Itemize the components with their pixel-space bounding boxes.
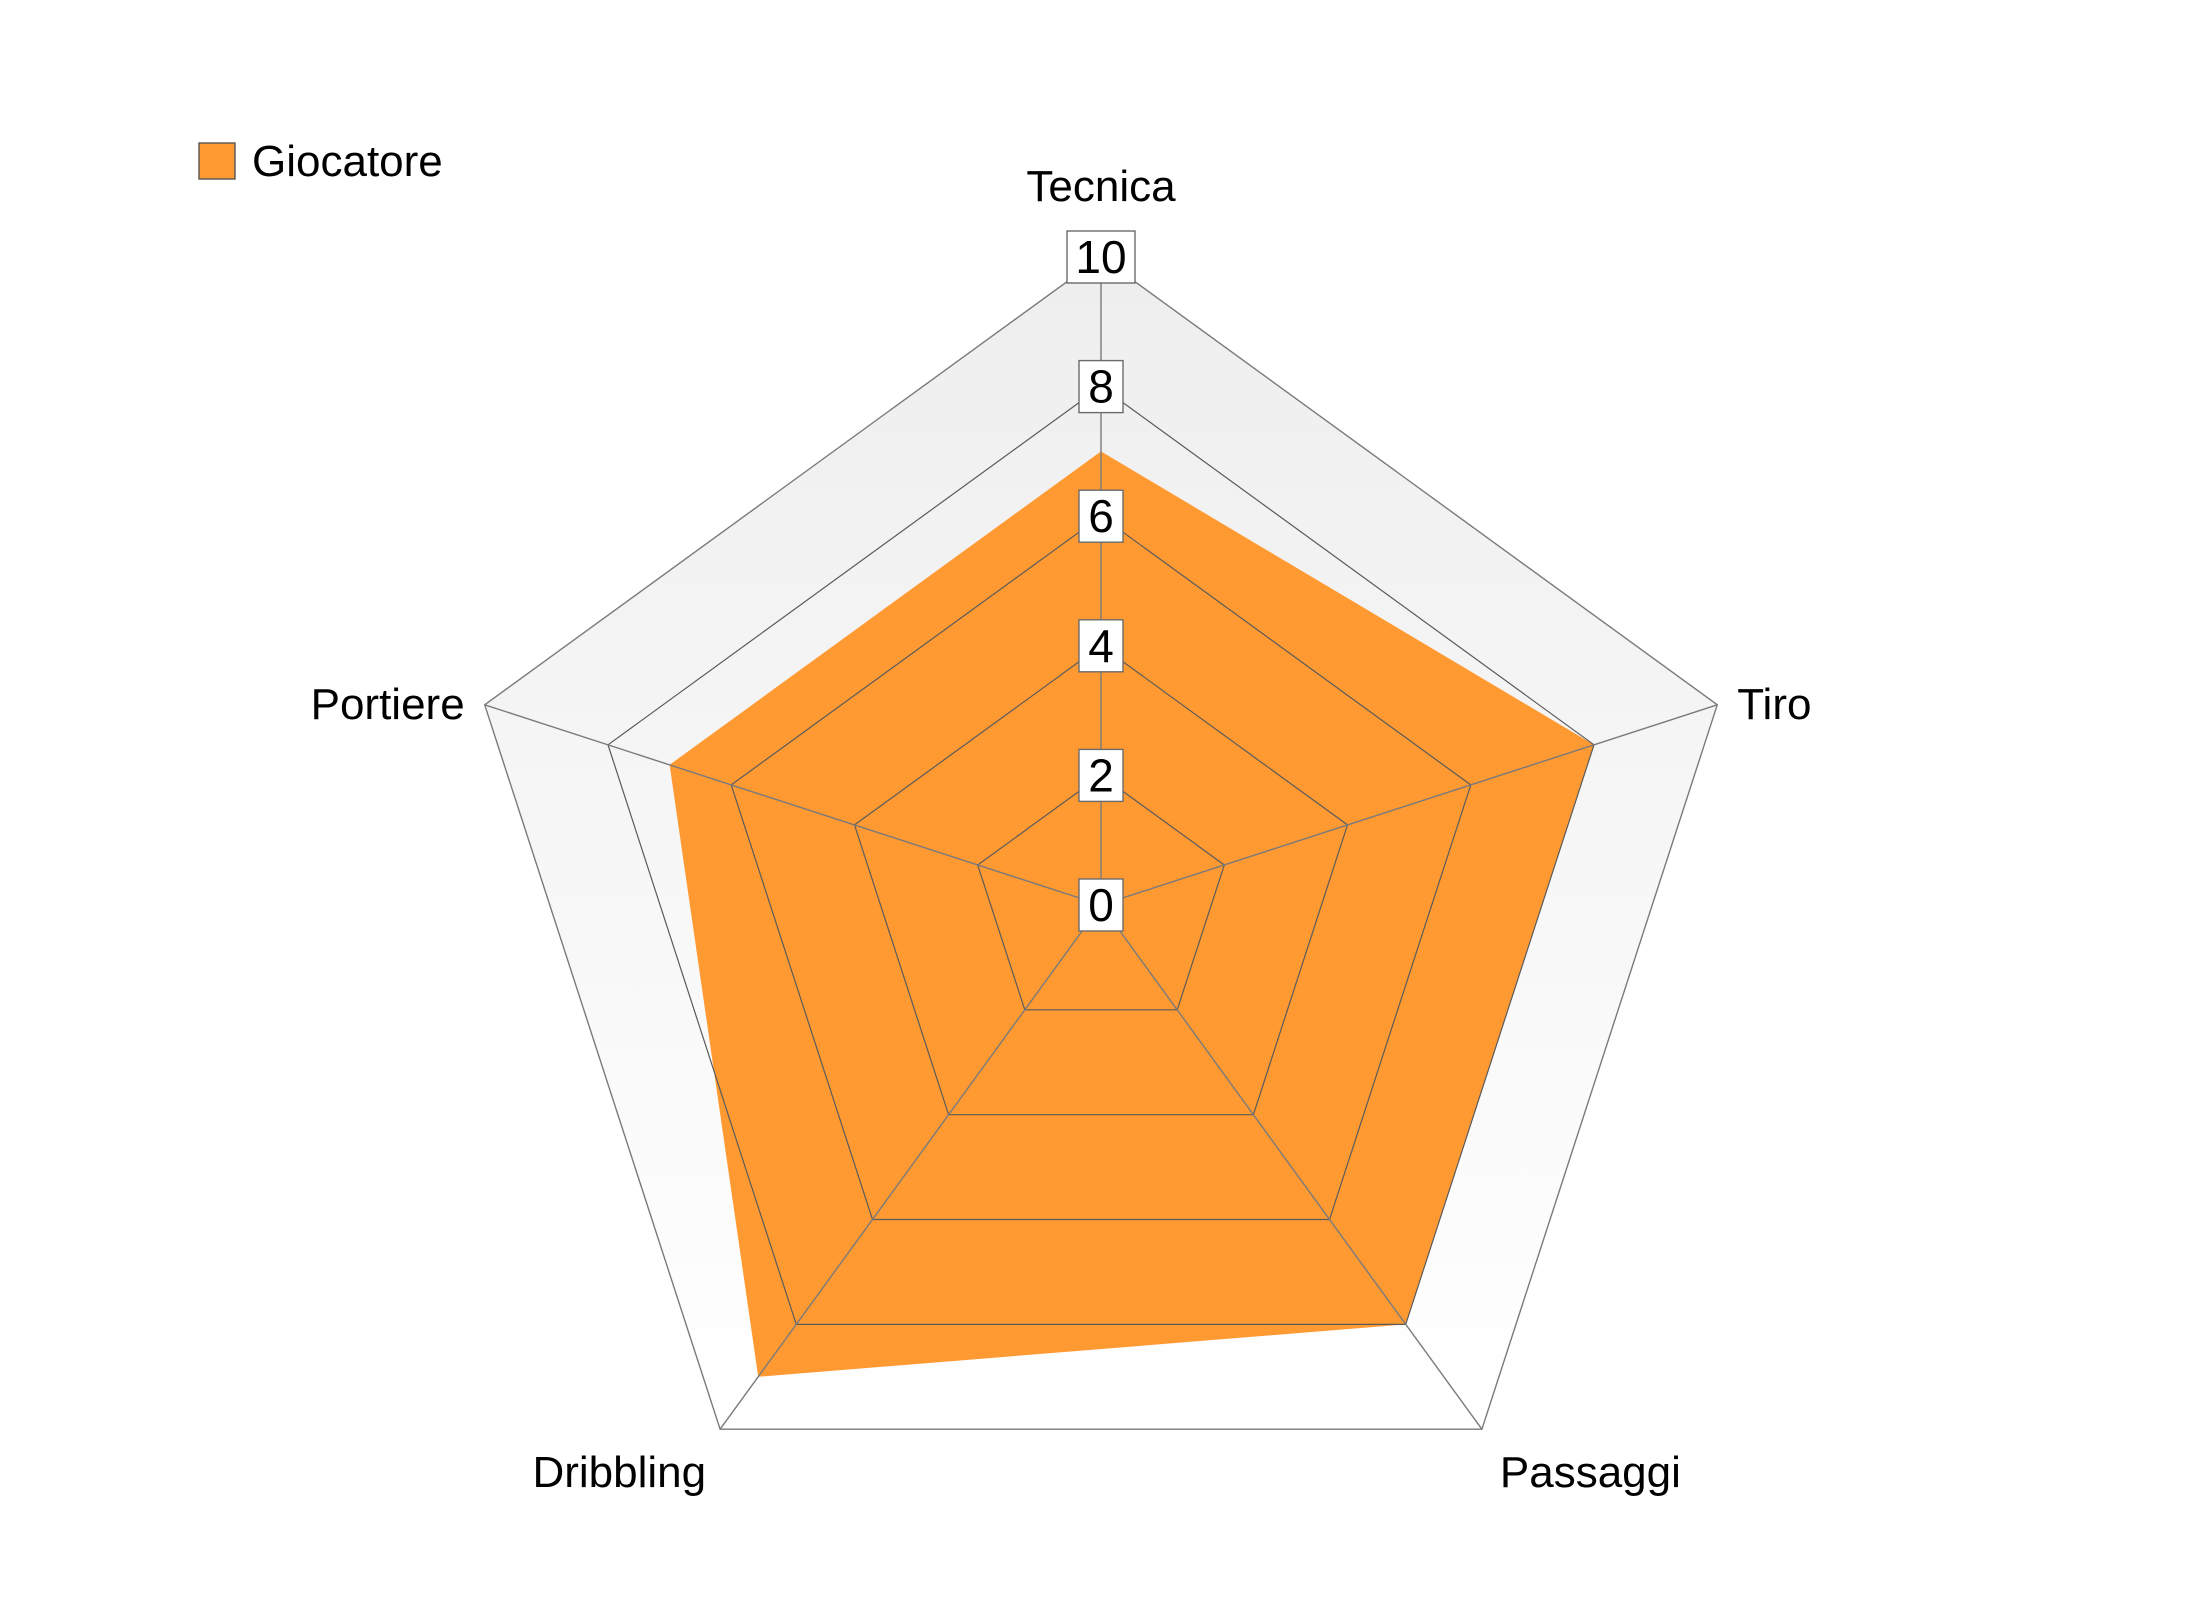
- legend: Giocatore: [198, 137, 443, 186]
- axis-label-tecnica: Tecnica: [1026, 162, 1176, 211]
- tick-2: 2: [1078, 748, 1124, 803]
- tick-label-2: 2: [1088, 749, 1114, 801]
- tick-box-4: [1078, 619, 1124, 673]
- tick-4: 4: [1078, 619, 1124, 673]
- legend-label-giocatore: Giocatore: [252, 137, 443, 186]
- tick-label-4: 4: [1088, 620, 1114, 672]
- axis-labels: Tecnica Tiro Passaggi Dribbling Portiere: [311, 162, 1812, 1497]
- axis-label-passaggi: Passaggi: [1500, 1448, 1681, 1497]
- axis-label-tiro: Tiro: [1737, 680, 1811, 729]
- tick-box-6: [1078, 489, 1124, 543]
- tick-label-6: 6: [1088, 490, 1114, 542]
- spoke-passaggi: [1100, 904, 1483, 1430]
- grid-ring-2: [976, 774, 1226, 1011]
- tick-box-2: [1078, 748, 1124, 803]
- axis-label-dribbling: Dribbling: [532, 1448, 706, 1497]
- legend-swatch-giocatore: [198, 142, 236, 180]
- grid-ring-6: [730, 515, 1472, 1221]
- tick-label-0: 0: [1088, 879, 1114, 931]
- tick-8: 8: [1078, 359, 1124, 414]
- spoke-dribbling: [719, 904, 1102, 1430]
- tick-label-8: 8: [1088, 361, 1114, 413]
- tick-0: 0: [1078, 878, 1124, 932]
- series-layer: [669, 451, 1594, 1377]
- tick-label-10: 10: [1075, 231, 1126, 283]
- grid-ring-8: [607, 385, 1595, 1326]
- tick-box-0: [1078, 878, 1124, 932]
- tick-10: 10: [1066, 230, 1136, 284]
- tick-box-8: [1078, 359, 1124, 414]
- tick-6: 6: [1078, 489, 1124, 543]
- grid-ring-4: [853, 645, 1349, 1116]
- axis-label-portiere: Portiere: [311, 680, 465, 729]
- tick-box-10: [1066, 230, 1136, 284]
- series-area-giocatore: [669, 451, 1594, 1377]
- spoke-tiro: [1100, 704, 1718, 906]
- spoke-portiere: [484, 704, 1102, 906]
- grid-ring-10: [483, 256, 1719, 1430]
- radial-tick-labels: 0 2 4 6 8 10: [1066, 230, 1136, 932]
- radar-grid: [483, 256, 1719, 1430]
